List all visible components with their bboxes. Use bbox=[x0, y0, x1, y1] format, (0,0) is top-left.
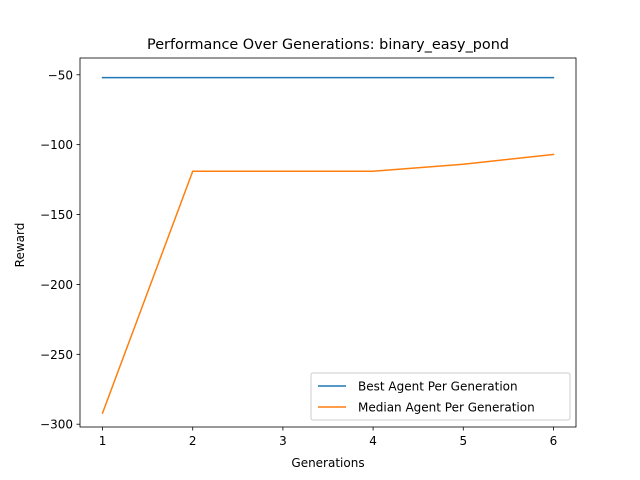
series-line-median-agent bbox=[101, 153, 555, 414]
series-lines bbox=[101, 76, 555, 414]
x-tick-label: 1 bbox=[99, 434, 107, 448]
x-tick-label: 4 bbox=[369, 434, 377, 448]
plot-area bbox=[79, 57, 577, 428]
plot-frame bbox=[79, 57, 577, 428]
y-tick-label: −250 bbox=[40, 348, 73, 362]
x-tick-label: 5 bbox=[459, 434, 467, 448]
y-tick-label: −150 bbox=[40, 208, 73, 222]
x-tick-label: 6 bbox=[550, 434, 558, 448]
x-tick-label: 3 bbox=[279, 434, 287, 448]
x-axis-label: Generations bbox=[291, 456, 364, 470]
y-tick-label: −50 bbox=[48, 68, 73, 82]
y-axis-ticks: −50 −100 −150 −200 −250 −300 bbox=[40, 68, 80, 432]
x-tick-label: 2 bbox=[189, 434, 197, 448]
y-axis-label: Reward bbox=[13, 223, 27, 268]
y-tick-label: −300 bbox=[40, 418, 73, 432]
x-axis-ticks: 1 2 3 4 5 6 bbox=[99, 427, 558, 448]
y-tick-label: −100 bbox=[40, 138, 73, 152]
legend-label: Best Agent Per Generation bbox=[358, 380, 518, 394]
legend-label: Median Agent Per Generation bbox=[358, 401, 535, 415]
y-tick-label: −200 bbox=[40, 278, 73, 292]
legend-box bbox=[310, 372, 571, 421]
chart-title: Performance Over Generations: binary_eas… bbox=[147, 37, 509, 53]
legend: Best Agent Per Generation Median Agent Pe… bbox=[310, 372, 571, 421]
